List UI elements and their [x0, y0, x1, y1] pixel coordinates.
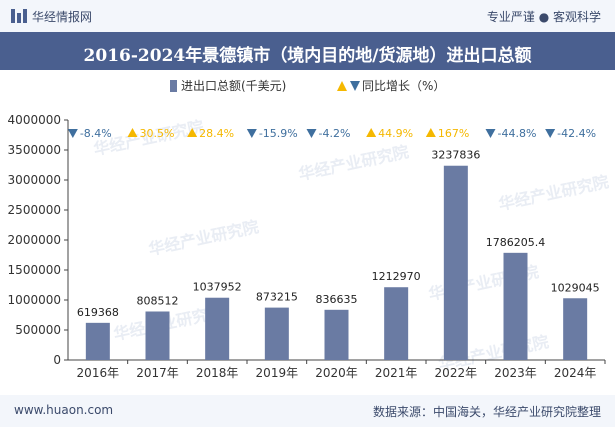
growth-down-arrow-icon	[67, 129, 78, 138]
brand-logo-icon	[11, 9, 27, 23]
y-tick-label: 1500000	[8, 263, 61, 277]
bar-value-label: 873215	[256, 291, 298, 304]
legend-down-arrow-icon	[350, 81, 360, 91]
x-tick-label: 2016年	[77, 366, 120, 380]
bar-value-label: 1212970	[372, 270, 421, 283]
growth-label: -15.9%	[259, 127, 298, 140]
x-tick-label: 2024年	[554, 366, 597, 380]
growth-label: -8.4%	[80, 127, 112, 140]
legend-growth-label: 同比增长（%）	[362, 79, 445, 93]
growth-label: 30.5%	[140, 127, 175, 140]
growth-down-arrow-icon	[485, 129, 496, 138]
growth-label: -44.8%	[498, 127, 537, 140]
y-tick-label: 0	[53, 353, 61, 367]
growth-label: 28.4%	[199, 127, 234, 140]
bar	[324, 309, 349, 360]
bar	[563, 298, 588, 360]
legend-up-arrow-icon	[337, 81, 347, 91]
footer-bar	[0, 395, 615, 427]
y-tick-label: 500000	[15, 323, 61, 337]
chart-area: 华经产业研究院华经产业研究院华经产业研究院华经产业研究院华经产业研究院华经产业研…	[8, 79, 611, 380]
bar	[443, 165, 468, 360]
website-link[interactable]: www.huaon.com	[14, 403, 114, 417]
growth-down-arrow-icon	[545, 129, 556, 138]
top-bar	[0, 0, 615, 32]
y-tick-label: 2500000	[8, 203, 61, 217]
bar	[85, 322, 110, 360]
bar	[384, 287, 409, 360]
y-tick-label: 2000000	[8, 233, 61, 247]
bar-value-label: 1029045	[551, 281, 600, 294]
tagline: 专业严谨 ● 客观科学	[486, 10, 601, 24]
bar	[145, 311, 170, 360]
bar	[205, 297, 230, 360]
x-tick-label: 2018年	[196, 366, 239, 380]
bar-value-label: 1037952	[193, 281, 242, 294]
x-tick-label: 2022年	[435, 366, 478, 380]
chart-title: 2016-2024年景德镇市（境内目的地/货源地）进出口总额	[83, 46, 532, 66]
title-bar	[0, 32, 615, 70]
legend-bar-swatch	[170, 80, 177, 92]
growth-up-arrow-icon	[187, 128, 198, 137]
watermark-text: 华经产业研究院	[147, 217, 261, 259]
growth-up-arrow-icon	[425, 128, 436, 137]
watermark-text: 华经产业研究院	[297, 142, 411, 184]
growth-up-arrow-icon	[127, 128, 138, 137]
x-tick-label: 2019年	[256, 366, 299, 380]
data-source: 数据来源：中国海关，华经产业研究院整理	[372, 405, 601, 419]
y-tick-label: 3500000	[8, 143, 61, 157]
bar-value-label: 808512	[137, 294, 179, 307]
y-tick-label: 4000000	[8, 113, 61, 127]
legend-bar-label: 进出口总额(千美元)	[181, 79, 286, 93]
bar-value-label: 3237836	[431, 149, 480, 162]
bar-value-label: 836635	[316, 293, 358, 306]
x-tick-label: 2017年	[136, 366, 179, 380]
growth-down-arrow-icon	[246, 129, 257, 138]
watermark-text: 华经产业研究院	[497, 172, 611, 214]
bar	[264, 307, 289, 360]
growth-label: -4.2%	[319, 127, 351, 140]
brand-name: 华经情报网	[32, 10, 93, 24]
x-tick-label: 2023年	[494, 366, 537, 380]
bar-value-label: 619368	[77, 306, 119, 319]
growth-label: 167%	[438, 127, 469, 140]
y-tick-label: 1000000	[8, 293, 61, 307]
bar	[503, 252, 528, 360]
bar-value-label: 1786205.4	[486, 236, 546, 249]
growth-down-arrow-icon	[306, 129, 317, 138]
growth-label: 44.9%	[378, 127, 413, 140]
y-tick-label: 3000000	[8, 173, 61, 187]
x-tick-label: 2021年	[375, 366, 418, 380]
growth-up-arrow-icon	[366, 128, 377, 137]
growth-label: -42.4%	[557, 127, 596, 140]
x-tick-label: 2020年	[315, 366, 358, 380]
